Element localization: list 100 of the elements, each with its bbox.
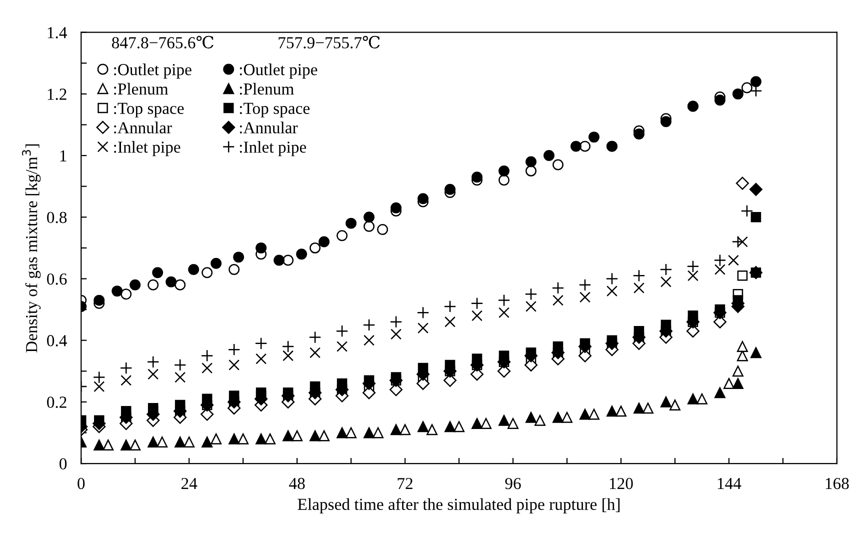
point	[174, 358, 186, 372]
point	[660, 276, 672, 288]
point	[552, 282, 564, 294]
point	[336, 324, 348, 338]
point	[282, 430, 294, 442]
y-tick-label: 0	[60, 458, 67, 470]
point	[606, 286, 618, 297]
x-tick-label: 168	[826, 478, 849, 490]
point	[552, 412, 564, 423]
point	[238, 433, 249, 444]
y-tick-label: 0.2	[47, 396, 66, 408]
point	[372, 427, 384, 438]
point	[736, 341, 748, 352]
point	[310, 242, 321, 254]
point	[94, 294, 105, 306]
point	[669, 400, 680, 411]
point	[524, 358, 538, 372]
point	[233, 252, 244, 263]
point	[480, 418, 492, 429]
point	[292, 430, 303, 442]
point	[642, 402, 654, 414]
point	[364, 212, 375, 223]
point	[714, 254, 726, 266]
point	[615, 406, 626, 417]
point	[188, 264, 200, 275]
point	[418, 193, 429, 204]
point	[578, 349, 592, 362]
legend-label: :Inlet pipe	[114, 141, 180, 156]
point	[390, 202, 402, 214]
y-tick-label: 1	[60, 150, 66, 162]
point	[444, 184, 456, 195]
point	[632, 269, 646, 282]
point	[588, 408, 600, 420]
point	[740, 204, 754, 218]
point	[714, 94, 726, 106]
point	[660, 396, 672, 408]
y-tick-label: 1.2	[48, 88, 66, 100]
x-axis-title: Elapsed time after the simulated pipe rupture [h]	[298, 498, 620, 514]
point	[282, 340, 294, 353]
point	[498, 307, 510, 318]
point	[633, 402, 644, 414]
point	[390, 316, 402, 328]
point	[202, 267, 213, 278]
point	[310, 347, 321, 358]
point	[336, 341, 348, 352]
point	[736, 176, 749, 190]
point	[454, 421, 465, 432]
point	[377, 224, 388, 235]
point	[318, 430, 330, 442]
point	[470, 297, 484, 310]
point	[687, 393, 698, 404]
point	[524, 288, 538, 300]
point	[580, 408, 590, 420]
point	[418, 322, 429, 334]
point	[120, 288, 132, 300]
x-tick-label: 144	[718, 478, 742, 489]
point	[737, 270, 748, 281]
point	[606, 272, 618, 285]
point	[308, 331, 322, 344]
point	[346, 218, 357, 229]
point	[714, 264, 726, 275]
point	[416, 306, 430, 319]
legend-label: :Plenum	[240, 82, 294, 95]
point	[210, 433, 222, 444]
point	[687, 270, 698, 282]
legend-label: :Annular	[240, 122, 298, 134]
point	[723, 378, 734, 389]
point	[552, 159, 564, 170]
point	[696, 393, 708, 404]
point	[390, 424, 402, 436]
point	[200, 350, 214, 362]
point	[508, 418, 518, 429]
point	[732, 88, 744, 100]
point	[418, 421, 429, 432]
point	[750, 212, 762, 222]
point	[526, 156, 536, 168]
point	[228, 264, 240, 275]
point	[544, 150, 554, 162]
point	[274, 254, 285, 266]
point	[732, 236, 744, 248]
point	[94, 381, 105, 392]
point	[714, 387, 726, 398]
legend-label: :Top space	[114, 102, 184, 118]
point	[606, 406, 618, 417]
point	[472, 310, 483, 322]
point	[102, 440, 114, 451]
point	[364, 334, 375, 346]
point	[146, 356, 160, 368]
point	[174, 436, 186, 448]
point	[310, 430, 321, 442]
point	[498, 294, 510, 306]
point	[228, 343, 240, 356]
point	[362, 318, 376, 332]
point	[202, 436, 213, 448]
point	[534, 414, 546, 426]
point	[686, 260, 700, 273]
point	[336, 230, 348, 242]
point	[736, 236, 748, 248]
point	[364, 220, 375, 232]
point	[562, 412, 572, 423]
